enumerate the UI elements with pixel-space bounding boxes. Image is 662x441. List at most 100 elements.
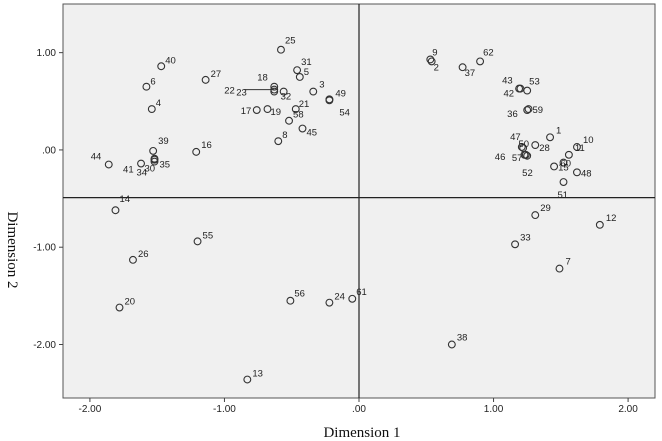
data-point [447, 340, 456, 349]
data-point [286, 296, 295, 305]
point-label: 60 [561, 159, 572, 170]
x-tick-label: -2.00 [79, 404, 102, 415]
point-label: 21 [299, 99, 310, 110]
data-point [458, 63, 467, 72]
point-label: 47 [510, 132, 521, 143]
data-point [517, 143, 526, 151]
x-tick-label: -1.00 [213, 404, 236, 415]
point-label: 40 [165, 55, 176, 66]
data-point [476, 57, 485, 66]
data-point [295, 73, 304, 81]
point-label: 9 [432, 47, 437, 58]
data-point [573, 143, 581, 151]
x-axis-ticks: -2.00 -1.00 .00 1.00 2.00 [79, 398, 638, 415]
point-label: 2 [434, 62, 439, 73]
data-point [150, 157, 159, 166]
data-point [524, 105, 533, 114]
point-label: 5 [304, 67, 309, 78]
point-label: 14 [119, 194, 130, 205]
data-point [573, 168, 581, 177]
point-label: 7 [565, 257, 570, 268]
point-label: 42 [503, 89, 514, 100]
point-label: 17 [241, 106, 252, 117]
y-tick-label: -1.00 [33, 243, 56, 254]
y-tick-label: -2.00 [33, 340, 56, 351]
point-label: 49 [335, 88, 346, 99]
data-point [157, 62, 166, 71]
data-point [298, 124, 307, 133]
y-tick-label: 1.00 [37, 48, 57, 59]
data-point [531, 211, 540, 220]
data-point [559, 158, 568, 167]
data-point [279, 87, 288, 96]
x-tick-label: .00 [352, 404, 366, 415]
point-label: 28 [539, 143, 550, 154]
point-label: 29 [540, 203, 551, 214]
data-point [595, 220, 604, 229]
point-label: 13 [252, 369, 263, 380]
point-label: 41 [123, 165, 134, 176]
data-point [515, 84, 524, 93]
point-label: 15 [558, 162, 569, 173]
data-point [293, 66, 302, 75]
y-tick-label: .00 [42, 145, 56, 156]
point-label: 44 [91, 152, 102, 163]
data-point [427, 57, 436, 66]
data-point [104, 160, 113, 169]
point-label: 20 [125, 297, 136, 308]
data-point [111, 206, 120, 215]
data-point [521, 150, 530, 159]
point-label: 46 [495, 152, 506, 163]
data-point [274, 137, 283, 146]
data-point [325, 96, 334, 105]
point-label: 56 [294, 289, 305, 300]
data-point [325, 298, 334, 307]
point-label: 12 [606, 213, 617, 224]
point-label: 53 [529, 77, 540, 88]
point-label: 45 [306, 128, 317, 139]
x-axis-title: Dimension 1 [323, 425, 400, 441]
point-label: 32 [281, 92, 292, 103]
point-label: 6 [150, 77, 155, 88]
point-label: 1 [556, 125, 561, 136]
point-label: 27 [211, 69, 222, 80]
point-label: 3 [319, 80, 324, 91]
data-point [559, 178, 568, 186]
x-tick-label: 2.00 [618, 404, 638, 415]
data-point [149, 146, 158, 155]
data-point [426, 55, 435, 64]
point-label: 26 [138, 249, 149, 260]
data-point [348, 294, 357, 303]
point-label: 19 [271, 107, 282, 118]
data-point [243, 375, 252, 384]
point-label: 34 [136, 168, 147, 179]
data-point [531, 141, 540, 150]
reference-lines [63, 4, 655, 398]
point-label: 10 [583, 135, 594, 146]
data-point [147, 105, 156, 114]
data-points [104, 45, 604, 384]
point-label: 58 [293, 110, 304, 121]
point-label: 25 [285, 36, 296, 47]
data-point [523, 151, 532, 160]
data-point [564, 150, 573, 159]
data-point [291, 105, 300, 114]
point-label: 23 [236, 88, 247, 99]
point-label: 50 [518, 139, 529, 150]
y-axis-ticks: 1.00 .00 -1.00 -2.00 [33, 48, 63, 351]
point-label: 57 [512, 153, 523, 164]
point-label: 61 [356, 287, 367, 298]
data-point [511, 240, 520, 249]
point-label: 8 [282, 130, 287, 141]
point-label: 54 [339, 107, 350, 118]
data-point [546, 133, 555, 142]
point-label: 39 [158, 136, 169, 147]
data-point [201, 75, 210, 84]
data-point [115, 303, 124, 312]
point-label: 37 [465, 68, 476, 79]
data-point [193, 237, 202, 246]
data-point [192, 147, 201, 156]
data-point [137, 159, 145, 168]
point-label: 43 [502, 76, 513, 87]
